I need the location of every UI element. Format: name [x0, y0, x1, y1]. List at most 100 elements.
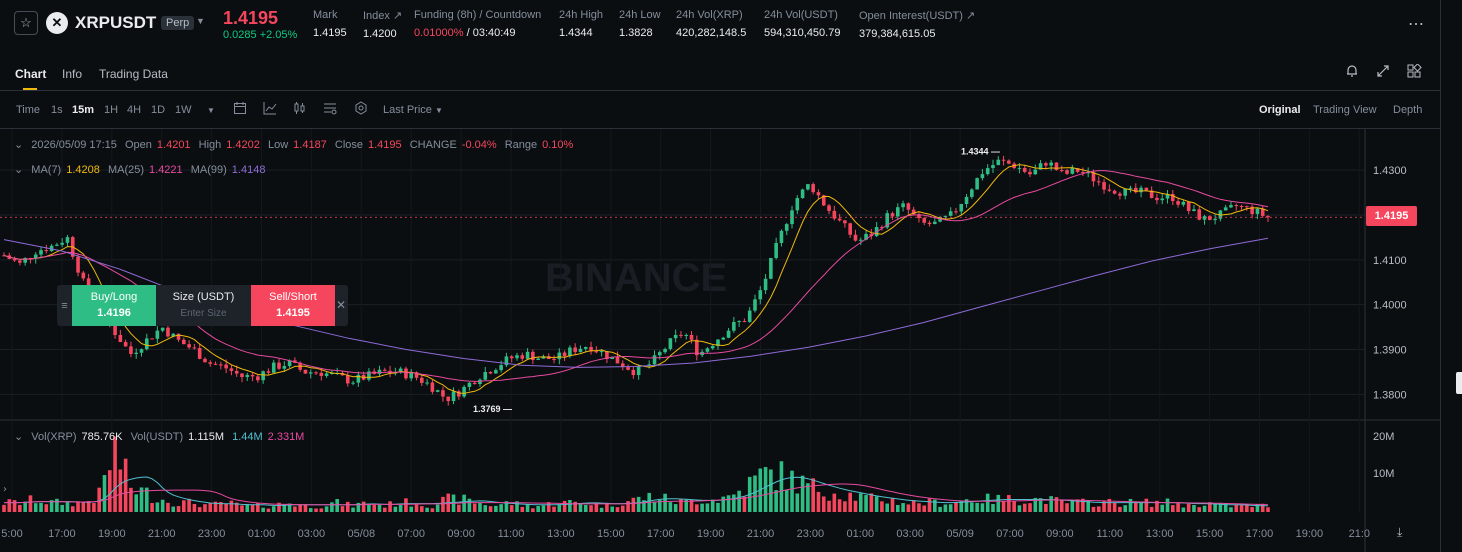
- chevron-down-icon[interactable]: ▼: [196, 16, 205, 26]
- gear-icon[interactable]: [354, 101, 368, 118]
- candle: [404, 368, 408, 379]
- time-label[interactable]: Time: [16, 104, 41, 116]
- time-axis-label: 19:00: [1296, 528, 1324, 540]
- more-horizontal-icon[interactable]: ⋯: [1408, 16, 1425, 33]
- collapse-icon[interactable]: ⌄: [14, 431, 24, 443]
- volume-bar: [367, 504, 371, 512]
- drag-handle-icon[interactable]: ≡: [61, 299, 68, 312]
- candle: [573, 347, 577, 353]
- candle: [1149, 190, 1154, 198]
- volume-bar: [1001, 501, 1006, 512]
- interval-1d[interactable]: 1D: [151, 104, 166, 116]
- volume-bar: [44, 504, 49, 512]
- volume-bar: [388, 501, 392, 512]
- volume-bar: [1165, 498, 1170, 512]
- volume-bar: [1070, 500, 1075, 512]
- volume-bar: [282, 504, 287, 512]
- candlestick-chart[interactable]: 1.43001.42001.41001.40001.39001.3800BINA…: [0, 129, 1440, 552]
- volume-bar: [123, 458, 128, 512]
- candle: [1155, 197, 1159, 201]
- sell-short-button[interactable]: Sell/Short 1.4195: [251, 285, 335, 326]
- favorite-star-icon[interactable]: ☆: [14, 11, 38, 35]
- volume-bar: [49, 500, 54, 512]
- collapse-icon[interactable]: ⌄: [14, 164, 24, 176]
- candle: [954, 211, 958, 213]
- interval-4h[interactable]: 4H: [127, 104, 142, 116]
- interval-15m[interactable]: 15m: [72, 104, 95, 116]
- volume-bar: [573, 501, 577, 512]
- divider: [0, 90, 1440, 91]
- volume-bar: [922, 505, 927, 512]
- view-original[interactable]: Original: [1259, 104, 1301, 116]
- size-input[interactable]: Size (USDT) Enter Size: [156, 285, 251, 326]
- candle: [568, 347, 572, 357]
- candle: [1192, 209, 1196, 212]
- volume-bar: [753, 475, 757, 512]
- view-depth[interactable]: Depth: [1393, 104, 1423, 116]
- volume-bar: [240, 505, 244, 512]
- close-icon[interactable]: ✕: [336, 298, 347, 312]
- candle: [1245, 206, 1249, 208]
- volume-bar: [1102, 501, 1106, 512]
- volume-bar: [361, 501, 366, 512]
- volume-bar: [1007, 495, 1011, 512]
- candle-style-icon[interactable]: [293, 101, 307, 118]
- interval-dropdown-icon[interactable]: ▼: [207, 106, 215, 115]
- volume-bar: [541, 505, 546, 512]
- candle: [319, 372, 324, 376]
- candle: [806, 184, 810, 190]
- time-axis-label: 17:00: [647, 528, 675, 540]
- volume-bar: [1255, 504, 1260, 512]
- tab-info[interactable]: Info: [62, 67, 83, 81]
- volume-bar: [494, 505, 498, 512]
- candle: [811, 184, 815, 193]
- collapse-icon[interactable]: ⌄: [14, 139, 24, 151]
- settings-lines-icon[interactable]: [323, 101, 337, 118]
- candle: [562, 352, 567, 357]
- candle: [652, 355, 657, 365]
- layout-icon[interactable]: [1407, 63, 1422, 82]
- price-type-select[interactable]: Last Price ▼: [383, 104, 443, 116]
- stat-index[interactable]: Index ↗ 1.4200: [363, 10, 403, 40]
- volume-bar: [880, 501, 884, 512]
- volume-bar: [525, 504, 530, 512]
- interval-1w[interactable]: 1W: [175, 104, 192, 116]
- bell-icon[interactable]: [1345, 64, 1359, 81]
- side-panel-tab[interactable]: [1456, 372, 1462, 394]
- candle: [1075, 168, 1080, 172]
- interval-1h[interactable]: 1H: [104, 104, 119, 116]
- indicator-icon[interactable]: [263, 101, 277, 118]
- candle: [737, 321, 741, 323]
- candle: [991, 165, 995, 169]
- stat-open-interest[interactable]: Open Interest(USDT) ↗ 379,384,615.05: [859, 10, 976, 40]
- time-axis-label: 17:00: [1246, 528, 1274, 540]
- candle: [784, 224, 789, 231]
- candle: [139, 349, 144, 353]
- expand-icon[interactable]: [1376, 64, 1390, 81]
- candle: [747, 310, 752, 322]
- candle: [282, 366, 287, 369]
- interval-1s[interactable]: 1s: [51, 104, 63, 116]
- candle: [261, 371, 265, 381]
- volume-bar: [1223, 503, 1228, 512]
- calendar-icon[interactable]: [233, 101, 247, 118]
- volume-bar: [980, 503, 985, 512]
- volume-bar: [652, 501, 657, 512]
- candle: [44, 250, 49, 252]
- chart-toolbar: Time 1s 15m 1H 4H 1D 1W ▼ Last Price ▼ O…: [0, 96, 1440, 124]
- volume-bar: [938, 506, 942, 512]
- candle: [647, 364, 652, 366]
- view-trading-view[interactable]: Trading View: [1313, 104, 1377, 116]
- symbol-name[interactable]: XRPUSDT: [75, 13, 157, 32]
- candle: [1001, 159, 1006, 161]
- volume-bar: [2, 504, 6, 512]
- volume-ma-long-line: [4, 483, 1269, 506]
- volume-bar: [832, 493, 837, 512]
- volume-ma-short-line: [4, 476, 1268, 507]
- tab-trading-data[interactable]: Trading Data: [99, 67, 168, 81]
- volume-bar: [515, 501, 519, 512]
- time-axis-label: 05/09: [946, 528, 974, 540]
- volume-bar: [673, 504, 678, 512]
- tab-chart[interactable]: Chart: [15, 67, 47, 81]
- buy-long-button[interactable]: Buy/Long 1.4196: [72, 285, 156, 326]
